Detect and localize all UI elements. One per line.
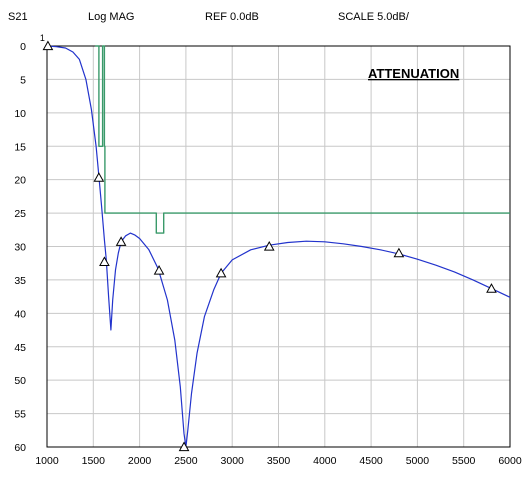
marker-3 (99, 256, 110, 266)
x-axis-ticks: 1000 1500 2000 2500 3000 3500 4000 4500 5000 5500… (35, 455, 522, 467)
y-tick-label: 60 (14, 442, 26, 454)
marker-10 (486, 283, 497, 293)
y-tick-label: 55 (14, 409, 26, 421)
marker-9 (393, 247, 405, 258)
y-axis-ticks: 0 5 10 15 20 25 30 35 40 45 50 55 60 (14, 41, 26, 454)
attenuation-annotation: ATTENUATION (368, 66, 459, 81)
x-tick-label: 4500 (359, 455, 383, 467)
x-tick-label: 2000 (128, 455, 152, 467)
marker-1-label: 1 (40, 33, 45, 43)
x-tick-label: 1500 (82, 455, 106, 467)
limit-line (95, 45, 510, 234)
y-tick-label: 25 (14, 208, 26, 220)
ref-label: REF 0.0dB (205, 11, 259, 23)
marker-1 (42, 40, 54, 51)
y-tick-label: 40 (14, 308, 26, 320)
markers-layer (42, 40, 497, 452)
y-tick-label: 5 (20, 74, 26, 86)
x-tick-label: 2500 (174, 455, 198, 467)
x-tick-label: 3000 (221, 455, 245, 467)
x-tick-label: 5000 (406, 455, 430, 467)
trace-line (46, 45, 511, 448)
y-tick-label: 45 (14, 342, 26, 354)
grid (47, 46, 510, 447)
x-tick-label: 4000 (313, 455, 337, 467)
plot-frame (46, 45, 511, 448)
x-tick-label: 6000 (498, 455, 522, 467)
marker-5 (153, 265, 165, 275)
y-tick-label: 50 (14, 375, 26, 387)
marker-7 (215, 267, 227, 278)
y-tick-label: 0 (20, 41, 26, 53)
scale-label: SCALE 5.0dB/ (338, 11, 410, 23)
marker-6 (178, 441, 190, 452)
y-tick-label: 15 (14, 141, 26, 153)
param-label: S21 (8, 11, 28, 23)
y-tick-label: 30 (14, 242, 26, 254)
x-tick-label: 1000 (35, 455, 59, 467)
marker-2 (93, 172, 105, 182)
format-label: Log MAG (88, 11, 134, 23)
series-layer (46, 45, 511, 448)
y-tick-label: 20 (14, 175, 26, 187)
marker-4 (115, 236, 127, 246)
x-tick-label: 3500 (267, 455, 291, 467)
x-tick-label: 5500 (452, 455, 476, 467)
marker-8 (263, 240, 275, 251)
y-tick-label: 10 (14, 108, 26, 120)
y-tick-label: 35 (14, 275, 26, 287)
